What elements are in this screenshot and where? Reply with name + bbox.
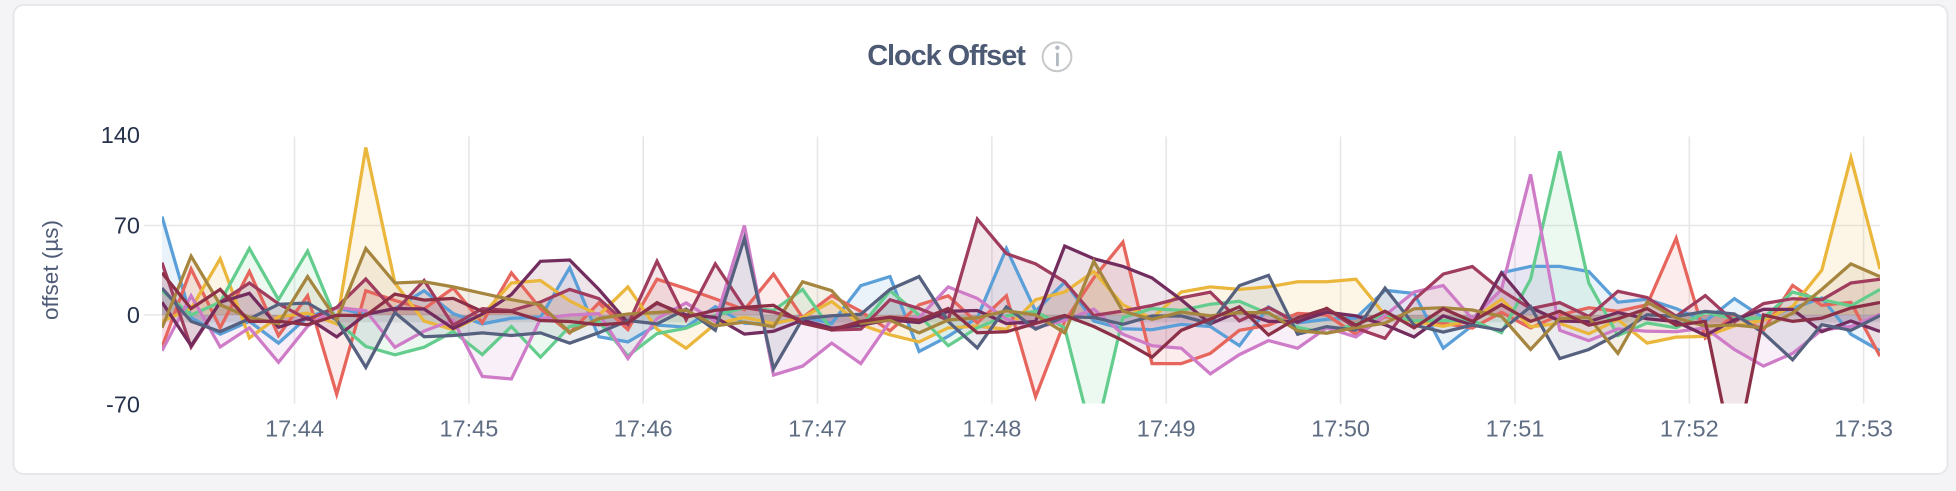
svg-text:17:52: 17:52: [1660, 415, 1719, 441]
svg-text:-70: -70: [106, 392, 140, 418]
svg-text:17:45: 17:45: [439, 415, 498, 441]
svg-text:0: 0: [127, 302, 140, 328]
svg-text:Clock Offset: Clock Offset: [867, 40, 1026, 72]
svg-text:17:46: 17:46: [614, 415, 673, 441]
svg-text:140: 140: [101, 122, 140, 148]
svg-text:17:50: 17:50: [1311, 415, 1370, 441]
svg-text:17:48: 17:48: [962, 415, 1021, 441]
svg-text:17:44: 17:44: [265, 415, 324, 441]
svg-text:17:51: 17:51: [1486, 415, 1545, 441]
svg-text:17:53: 17:53: [1834, 415, 1893, 441]
svg-text:17:49: 17:49: [1137, 415, 1196, 441]
svg-text:offset (µs): offset (µs): [38, 220, 63, 320]
svg-text:17:47: 17:47: [788, 415, 847, 441]
svg-text:70: 70: [114, 213, 140, 239]
